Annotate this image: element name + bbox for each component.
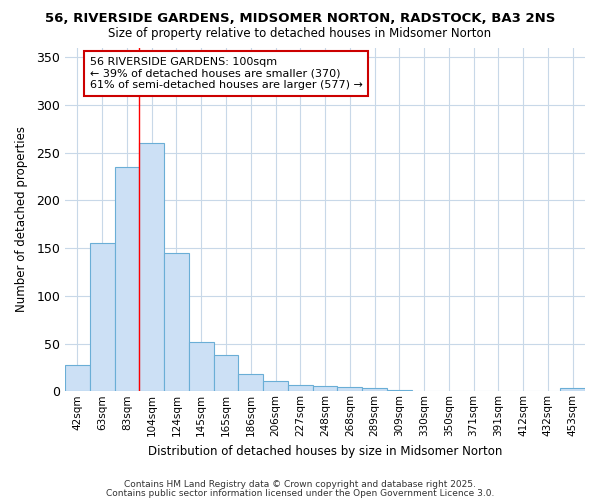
Bar — [313, 386, 337, 392]
Text: 56 RIVERSIDE GARDENS: 100sqm
← 39% of detached houses are smaller (370)
61% of s: 56 RIVERSIDE GARDENS: 100sqm ← 39% of de… — [90, 57, 363, 90]
Bar — [115, 167, 139, 392]
Bar — [238, 374, 263, 392]
Bar — [164, 253, 189, 392]
Text: Size of property relative to detached houses in Midsomer Norton: Size of property relative to detached ho… — [109, 28, 491, 40]
X-axis label: Distribution of detached houses by size in Midsomer Norton: Distribution of detached houses by size … — [148, 444, 502, 458]
Text: 56, RIVERSIDE GARDENS, MIDSOMER NORTON, RADSTOCK, BA3 2NS: 56, RIVERSIDE GARDENS, MIDSOMER NORTON, … — [45, 12, 555, 26]
Bar — [214, 355, 238, 392]
Bar — [189, 342, 214, 392]
Bar — [139, 143, 164, 392]
Text: Contains HM Land Registry data © Crown copyright and database right 2025.: Contains HM Land Registry data © Crown c… — [124, 480, 476, 489]
Y-axis label: Number of detached properties: Number of detached properties — [15, 126, 28, 312]
Bar — [560, 388, 585, 392]
Text: Contains public sector information licensed under the Open Government Licence 3.: Contains public sector information licen… — [106, 488, 494, 498]
Bar — [288, 384, 313, 392]
Bar — [263, 381, 288, 392]
Bar — [65, 364, 90, 392]
Bar — [387, 390, 412, 392]
Bar — [337, 388, 362, 392]
Bar — [362, 388, 387, 392]
Bar — [90, 244, 115, 392]
